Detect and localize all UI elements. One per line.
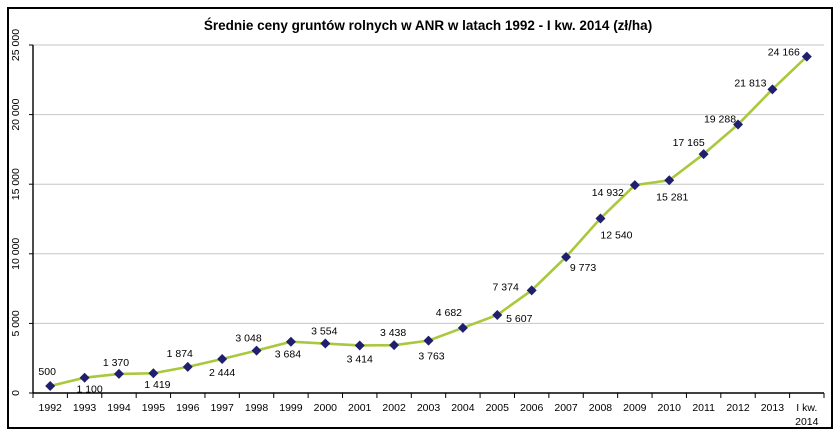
data-point-marker <box>423 335 434 346</box>
data-point-label: 24 166 <box>768 47 800 59</box>
data-point-label: 17 165 <box>673 137 705 149</box>
chart-title: Średnie ceny gruntów rolnych w ANR w lat… <box>204 18 652 33</box>
y-tick-label: 15 000 <box>10 168 22 200</box>
data-point-label: 9 773 <box>570 262 596 274</box>
data-point-marker <box>182 361 193 372</box>
data-point-marker <box>595 213 606 224</box>
x-tick-label: 2006 <box>520 402 544 414</box>
data-point-marker <box>457 322 468 333</box>
x-tick-label: 1995 <box>142 402 166 414</box>
x-tick-label: 2009 <box>623 402 647 414</box>
data-point-marker <box>767 84 778 95</box>
x-tick-label: 1999 <box>279 402 303 414</box>
x-tick-label: 2013 <box>761 402 785 414</box>
data-point-label: 15 281 <box>656 191 688 203</box>
data-point-marker <box>526 285 537 296</box>
data-point-marker <box>354 340 365 351</box>
data-point-marker <box>698 149 709 160</box>
x-tick-label: 2011 <box>692 402 715 414</box>
data-point-label: 12 540 <box>600 229 632 241</box>
data-point-label: 3 684 <box>275 349 301 361</box>
x-tick-label: 1997 <box>210 402 234 414</box>
data-point-marker <box>285 336 296 347</box>
data-point-label: 3 414 <box>347 353 373 365</box>
x-tick-label: 2003 <box>417 402 441 414</box>
x-tick-label: 1998 <box>245 402 269 414</box>
x-tick-label: 1992 <box>39 402 63 414</box>
data-point-marker <box>492 309 503 320</box>
chart-border <box>7 7 833 429</box>
data-point-label: 14 932 <box>592 187 624 199</box>
x-tick-label: 2004 <box>451 402 475 414</box>
data-point-marker <box>733 119 744 130</box>
x-tick-label: 1994 <box>107 402 131 414</box>
data-point-label: 5 607 <box>506 313 532 325</box>
data-point-marker <box>79 372 90 383</box>
x-tick-label: 1996 <box>176 402 200 414</box>
data-point-label: 3 048 <box>235 333 261 345</box>
data-point-label: 1 100 <box>76 384 102 396</box>
data-point-label: 19 288 <box>704 114 736 126</box>
data-point-marker <box>664 175 675 186</box>
data-point-label: 1 370 <box>103 357 129 369</box>
data-point-marker <box>801 51 812 62</box>
data-point-marker <box>45 381 56 392</box>
data-point-label: 2 444 <box>209 367 235 379</box>
data-point-label: 500 <box>38 366 56 378</box>
y-tick-label: 5 000 <box>10 310 22 336</box>
data-point-label: 1 419 <box>144 379 170 391</box>
x-tick-label: 2012 <box>726 402 750 414</box>
data-point-marker <box>251 345 262 356</box>
y-tick-label: 20 000 <box>10 98 22 130</box>
y-tick-label: 25 000 <box>10 29 22 61</box>
data-point-label: 1 874 <box>167 348 193 360</box>
data-point-marker <box>320 338 331 349</box>
data-point-marker <box>389 340 400 351</box>
data-point-label: 21 813 <box>734 77 766 89</box>
data-point-marker <box>629 180 640 191</box>
x-tick-label: 2001 <box>348 402 372 414</box>
data-point-marker <box>217 353 228 364</box>
data-point-label: 4 682 <box>436 307 462 319</box>
x-tick-label: 2007 <box>554 402 578 414</box>
data-point-label: 3 554 <box>311 326 337 338</box>
data-point-label: 3 438 <box>380 327 406 339</box>
x-tick-label: I kw. 2014 <box>795 402 819 428</box>
x-tick-label: 2000 <box>314 402 338 414</box>
data-point-marker <box>561 251 572 262</box>
y-tick-label: 10 000 <box>10 238 22 270</box>
data-point-label: 7 374 <box>493 281 519 293</box>
x-tick-label: 2005 <box>486 402 510 414</box>
x-tick-label: 1993 <box>73 402 97 414</box>
x-tick-label: 2002 <box>382 402 406 414</box>
y-tick-label: 0 <box>10 390 22 396</box>
x-tick-label: 2010 <box>658 402 682 414</box>
data-point-marker <box>148 368 159 379</box>
data-point-label: 3 763 <box>418 351 444 363</box>
x-tick-label: 2008 <box>589 402 613 414</box>
data-point-marker <box>113 368 124 379</box>
